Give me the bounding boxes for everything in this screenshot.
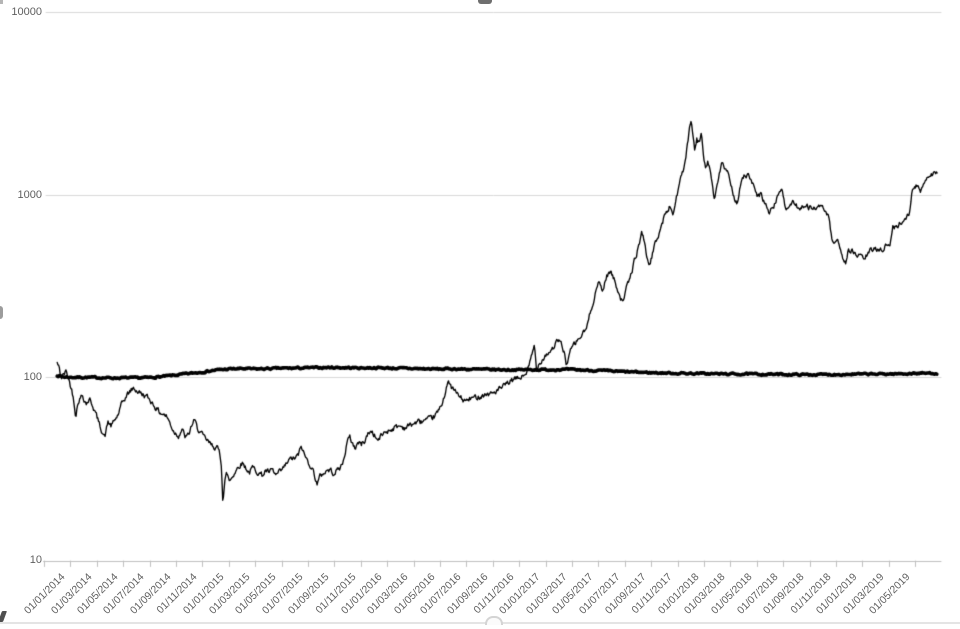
clipped-top-left-fragment: [0, 0, 3, 4]
page-bottom-divider: [0, 616, 960, 625]
divider-notch-handle: [485, 616, 503, 625]
clipped-chart-title-fragment: [478, 0, 492, 4]
clipped-y-axis-title-fragment: [0, 306, 3, 319]
y-axis-tick-label: 10: [29, 554, 42, 566]
y-axis-tick-label: 1000: [17, 188, 42, 201]
y-axis-tick-label: 100: [23, 371, 42, 384]
y-axis-tick-label: 10000: [11, 5, 42, 18]
